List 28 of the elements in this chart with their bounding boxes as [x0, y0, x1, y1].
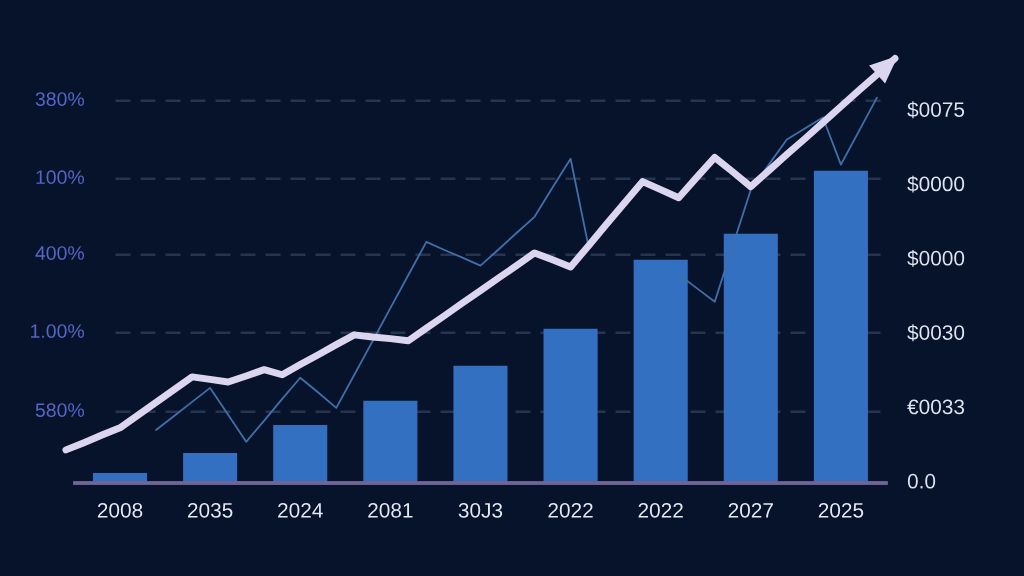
x-tick-label: 2035	[188, 502, 233, 518]
x-tick-label: 2022	[638, 502, 683, 518]
annotation: 1.00%	[31, 324, 84, 338]
bar	[543, 328, 598, 483]
bar	[183, 453, 238, 483]
x-tick-label: 30J3	[458, 502, 503, 518]
bar	[273, 424, 328, 483]
text: €0033	[907, 399, 965, 415]
annotation: 100%	[36, 170, 84, 185]
x-tick-label: 2022	[548, 502, 593, 518]
bar	[453, 365, 508, 483]
annotation: 380%	[35, 92, 84, 106]
text: $0000	[907, 249, 965, 267]
annotation: 580%	[35, 403, 84, 417]
x-tick-label: 2025	[818, 502, 864, 518]
text: $0075	[907, 101, 965, 119]
x-tick-label: 2024	[278, 502, 323, 518]
text: 0.0	[907, 473, 936, 489]
text: $0030	[907, 324, 965, 342]
x-tick-label: 2027	[728, 502, 773, 518]
bar	[633, 259, 688, 483]
bar	[813, 170, 868, 483]
bar	[363, 400, 418, 483]
x-tick-label: 2008	[97, 502, 143, 518]
text: $0000	[907, 175, 965, 193]
annotation: 400%	[35, 246, 84, 260]
bar	[723, 233, 778, 483]
x-tick-label: 2081	[368, 502, 413, 518]
